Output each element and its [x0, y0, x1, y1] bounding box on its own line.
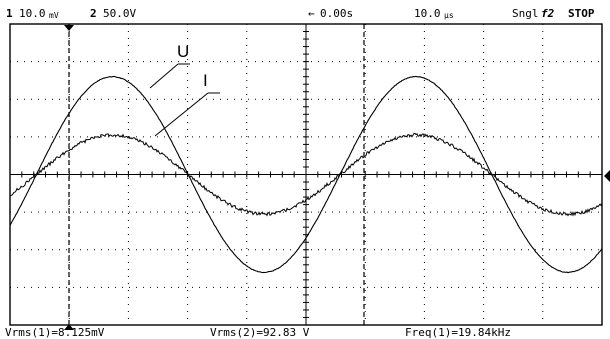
label-u-leader [149, 63, 179, 89]
trigger-position-marker-bottom [64, 324, 74, 330]
label-i: I [203, 71, 208, 90]
trigger-source: f2 [541, 7, 555, 20]
ch2-scale: 50.0V [103, 7, 137, 20]
run-state: STOP [568, 7, 595, 20]
trigger-position-marker-top [64, 25, 74, 31]
ch1-unit-glyph: mV [49, 11, 59, 20]
trigger-mode: Sngl [512, 7, 539, 20]
label-u: U [177, 42, 189, 61]
timebase-unit-glyph: µs [444, 11, 454, 20]
time-offset: 0.00s [320, 7, 354, 20]
graticule-border [9, 23, 603, 326]
trigger-arrow: ← [308, 7, 315, 20]
measurement-vrms1: Vrms(1)=8.125mV [5, 326, 105, 339]
ch1-scale: 10.0 [19, 7, 46, 20]
measurement-vrms2: Vrms(2)=92.83 V [210, 326, 310, 339]
timebase: 10.0 [414, 7, 441, 20]
status-bar: 1 10.0 mV 2 50.0V ← 0.00s 10.0 µs Sngl f… [0, 0, 610, 24]
ch1-number: 1 [6, 7, 13, 20]
trace-u [9, 75, 603, 274]
ch2-number: 2 [90, 7, 97, 20]
trigger-level-marker [604, 170, 610, 182]
measurement-freq1: Freq(1)=19.84kHz [405, 326, 511, 339]
label-i-leader [154, 92, 209, 137]
graticule [9, 23, 603, 326]
trace-i [9, 132, 603, 217]
